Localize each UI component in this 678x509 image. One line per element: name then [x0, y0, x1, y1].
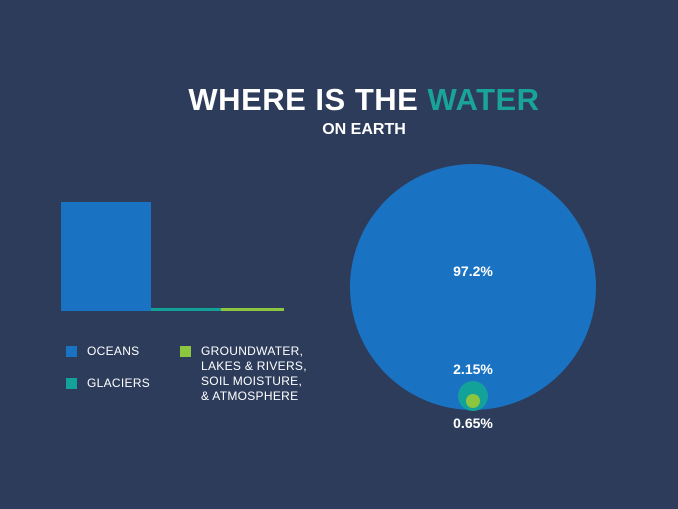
- legend-swatch-groundwater: [180, 346, 191, 357]
- legend-line-1: GROUNDWATER,: [201, 344, 304, 358]
- legend-label-glaciers: GLACIERS: [87, 376, 151, 390]
- bar-groundwater: [221, 308, 284, 311]
- chart-subtitle: ON EARTH: [322, 121, 406, 138]
- legend-line-3: SOIL MOISTURE,: [201, 374, 303, 388]
- legend-label-oceans: OCEANS: [87, 344, 140, 358]
- legend-line-4: & ATMOSPHERE: [201, 389, 299, 403]
- label-oceans-percent: 97.2%: [453, 263, 493, 279]
- label-groundwater-percent: 0.65%: [453, 415, 493, 431]
- title-part-1: WHERE IS THE: [188, 82, 428, 117]
- label-glaciers-percent: 2.15%: [453, 361, 493, 377]
- bar-oceans: [61, 202, 151, 311]
- legend-line-2: LAKES & RIVERS,: [201, 359, 307, 373]
- circle-oceans: [350, 164, 596, 410]
- circle-groundwater: [466, 394, 480, 408]
- bar-glaciers: [151, 308, 221, 311]
- legend-label-groundwater: GROUNDWATER, LAKES & RIVERS, SOIL MOISTU…: [201, 344, 307, 404]
- legend-swatch-glaciers: [66, 378, 77, 389]
- legend-swatch-oceans: [66, 346, 77, 357]
- chart-title: WHERE IS THE WATER: [0, 82, 678, 118]
- title-part-2-accent: WATER: [427, 82, 540, 117]
